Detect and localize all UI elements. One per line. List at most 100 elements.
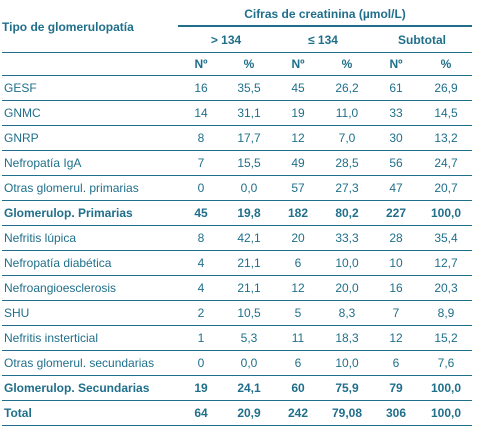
table-cell: 20,3 bbox=[420, 275, 472, 301]
table-cell: 28 bbox=[372, 225, 420, 251]
table-cell: 42,1 bbox=[224, 225, 274, 251]
table-cell: 26,2 bbox=[322, 75, 372, 101]
table-cell: 35,5 bbox=[224, 75, 274, 101]
table-cell: 8,9 bbox=[420, 300, 472, 326]
table-cell: 5 bbox=[274, 300, 322, 326]
table-cell: 100,0 bbox=[420, 400, 472, 426]
table-cell: 4 bbox=[178, 250, 224, 276]
table-cell: 10,5 bbox=[224, 300, 274, 326]
table-row: GNRP 8 17,7 12 7,0 30 13,2 bbox=[2, 125, 472, 151]
table-cell: 20,0 bbox=[322, 275, 372, 301]
unit-header: % bbox=[440, 57, 452, 71]
table-cell: 15,5 bbox=[224, 150, 274, 176]
table-cell: 20,9 bbox=[224, 400, 274, 426]
table-cell: 24,1 bbox=[224, 375, 274, 401]
table-cell: 100,0 bbox=[420, 200, 472, 226]
table-cell: 14 bbox=[178, 100, 224, 126]
table-cell: 30 bbox=[372, 125, 420, 151]
unit-header: Nº bbox=[194, 57, 208, 71]
table-cell: 28,5 bbox=[322, 150, 372, 176]
table-row: Total 64 20,9 242 79,08 306 100,0 bbox=[2, 400, 472, 426]
group-title: Cifras de creatinina (µmol/L) bbox=[178, 2, 472, 27]
table-cell: 4 bbox=[178, 275, 224, 301]
table-cell: 21,1 bbox=[224, 250, 274, 276]
row-label: Otras glomerul. secundarias bbox=[2, 350, 178, 376]
header-row-groups: > 134 ≤ 134 Subtotal bbox=[2, 26, 472, 53]
unit-header: % bbox=[243, 57, 255, 71]
table-cell: 12 bbox=[372, 325, 420, 351]
table-cell: 21,1 bbox=[224, 275, 274, 301]
table-cell: 10 bbox=[372, 250, 420, 276]
table-cell: 10,0 bbox=[322, 350, 372, 376]
row-label: Glomerulop. Secundarias bbox=[2, 375, 178, 401]
table-cell: 5,3 bbox=[224, 325, 274, 351]
table-cell: 7,6 bbox=[420, 350, 472, 376]
group-header-subtotal: Subtotal bbox=[372, 26, 472, 53]
table-cell: 2 bbox=[178, 300, 224, 326]
table-cell: 17,7 bbox=[224, 125, 274, 151]
table-cell: 1 bbox=[178, 325, 224, 351]
table-cell: 242 bbox=[274, 400, 322, 426]
table-row: Glomerulop. Secundarias 19 24,1 60 75,9 79 100… bbox=[2, 375, 472, 401]
table-cell: 12 bbox=[274, 125, 322, 151]
table-row: Glomerulop. Primarias 45 19,8 182 80,2 227 100… bbox=[2, 200, 472, 226]
table-cell: 80,2 bbox=[322, 200, 372, 226]
table-cell: 10,0 bbox=[322, 250, 372, 276]
table-row: GESF 16 35,5 45 26,2 61 26,9 bbox=[2, 75, 472, 101]
table-row: SHU 2 10,5 5 8,3 7 8,9 bbox=[2, 300, 472, 326]
table-cell: 79,08 bbox=[322, 400, 372, 426]
table-cell: 15,2 bbox=[420, 325, 472, 351]
table-row: Nefropatía diabética 4 21,1 6 10,0 10 12,7 bbox=[2, 250, 472, 276]
table-cell: 7,0 bbox=[322, 125, 372, 151]
row-label: GESF bbox=[2, 75, 178, 101]
table-row: Nefritis lúpica 8 42,1 20 33,3 28 35,4 bbox=[2, 225, 472, 251]
table-row: GNMC 14 31,1 19 11,0 33 14,5 bbox=[2, 100, 472, 126]
row-label: Nefroangioesclerosis bbox=[2, 275, 178, 301]
table-cell: 6 bbox=[372, 350, 420, 376]
table-cell: 0,0 bbox=[224, 350, 274, 376]
table-cell: 6 bbox=[274, 250, 322, 276]
table-cell: 75,9 bbox=[322, 375, 372, 401]
table-cell: 27,3 bbox=[322, 175, 372, 201]
row-label: Glomerulop. Primarias bbox=[2, 200, 178, 226]
table-cell: 18,3 bbox=[322, 325, 372, 351]
table-cell: 45 bbox=[274, 75, 322, 101]
table-cell: 11 bbox=[274, 325, 322, 351]
table-row: Otras glomerul. primarias 0 0,0 57 27,3 47 20,… bbox=[2, 175, 472, 201]
table-cell: 8 bbox=[178, 125, 224, 151]
table-cell: 0,0 bbox=[224, 175, 274, 201]
table-cell: 31,1 bbox=[224, 100, 274, 126]
unit-header: Nº bbox=[291, 57, 305, 71]
table-cell: 14,5 bbox=[420, 100, 472, 126]
table-cell: 7 bbox=[178, 150, 224, 176]
table-cell: 45 bbox=[178, 200, 224, 226]
table-cell: 64 bbox=[178, 400, 224, 426]
table-cell: 19,8 bbox=[224, 200, 274, 226]
table-cell: 6 bbox=[274, 350, 322, 376]
table-cell: 33 bbox=[372, 100, 420, 126]
header-row-units: Nº % Nº % Nº % bbox=[2, 53, 472, 76]
table-cell: 20,7 bbox=[420, 175, 472, 201]
table-cell: 12 bbox=[274, 275, 322, 301]
table-cell: 12,7 bbox=[420, 250, 472, 276]
unit-header: Nº bbox=[389, 57, 403, 71]
row-label: GNRP bbox=[2, 125, 178, 151]
row-label: Total bbox=[2, 400, 178, 426]
table-cell: 16 bbox=[372, 275, 420, 301]
table-cell: 13,2 bbox=[420, 125, 472, 151]
unit-header: % bbox=[341, 57, 353, 71]
table-cell: 19 bbox=[274, 100, 322, 126]
table-cell: 182 bbox=[274, 200, 322, 226]
unit-header-blank bbox=[2, 53, 178, 76]
table-cell: 306 bbox=[372, 400, 420, 426]
group-header-gt134: > 134 bbox=[178, 26, 274, 53]
table-cell: 100,0 bbox=[420, 375, 472, 401]
group-header-le134: ≤ 134 bbox=[274, 26, 372, 53]
table-cell: 49 bbox=[274, 150, 322, 176]
table-cell: 19 bbox=[178, 375, 224, 401]
row-label: Nefropatía IgA bbox=[2, 150, 178, 176]
table-cell: 56 bbox=[372, 150, 420, 176]
table-cell: 227 bbox=[372, 200, 420, 226]
row-label: Nefritis lúpica bbox=[2, 225, 178, 251]
glomerulopathy-table: Tipo de glomerulopatía Cifras de creatin… bbox=[2, 2, 472, 426]
